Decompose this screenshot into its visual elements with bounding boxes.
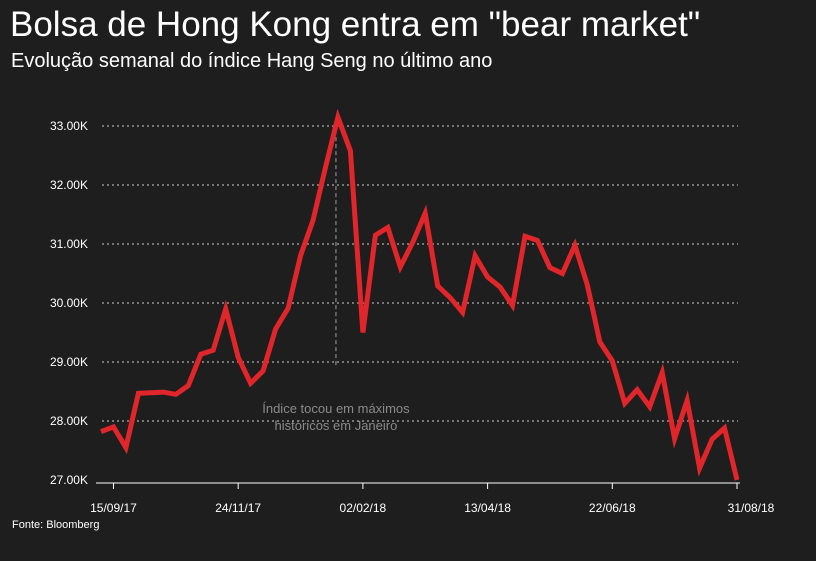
y-tick-label: 33.00K <box>50 119 88 133</box>
y-tick-label: 32.00K <box>50 178 88 192</box>
y-tick-label: 30.00K <box>50 296 88 310</box>
chart-subtitle: Evolução semanal do índice Hang Seng no … <box>11 50 493 72</box>
x-tick-label: 13/04/18 <box>464 501 511 515</box>
x-tick-label: 24/11/17 <box>215 501 261 515</box>
series-line <box>100 108 740 481</box>
annotation-text: Índice tocou em máximos <box>262 401 410 416</box>
gridlines <box>102 125 738 422</box>
x-axis: 15/09/17 24/11/17 02/02/18 13/04/18 22/06/18… <box>90 482 775 515</box>
y-tick-label: 28.00K <box>50 414 88 428</box>
annotation-group: Índice tocou em máximos históricos em Jan… <box>262 123 410 433</box>
series-layer <box>100 108 740 481</box>
source-note: Fonte: Bloomberg <box>12 519 100 531</box>
x-tick-label: 02/02/18 <box>340 501 387 515</box>
y-tick-label: 29.00K <box>50 355 88 369</box>
y-tick-label: 31.00K <box>50 237 88 251</box>
annotation-text: históricos em Janeiro <box>275 418 398 433</box>
x-tick-label: 15/09/17 <box>90 501 137 515</box>
y-axis-labels: 27.00K 28.00K 29.00K 30.00K 31.00K 32.00K 33.0… <box>50 119 88 487</box>
x-tick-label: 31/08/18 <box>728 501 775 515</box>
chart-title: Bolsa de Hong Kong entra em "bear market… <box>10 5 701 44</box>
y-tick-label: 27.00K <box>50 473 88 487</box>
x-tick-label: 22/06/18 <box>589 501 636 515</box>
